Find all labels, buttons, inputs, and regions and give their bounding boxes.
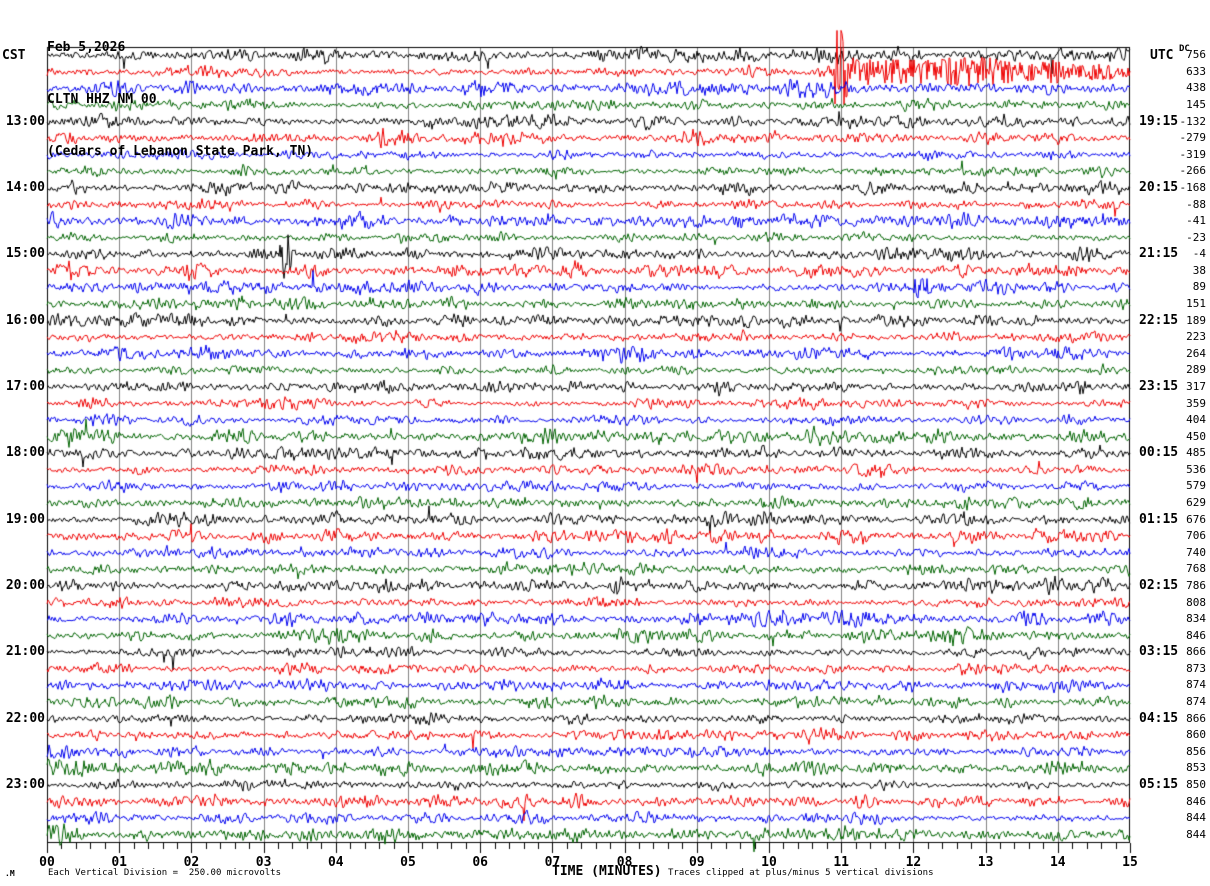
dc-offset-value: 808 [1186,595,1206,609]
left-hour-label: 16:00 [5,312,45,328]
x-tick-label: 04 [327,855,344,870]
dc-offset-value: 844 [1186,827,1206,841]
left-timezone-label: CST [2,48,26,63]
left-hour-label: 21:00 [5,644,45,660]
right-hour-label: 05:15 [1139,776,1179,792]
dc-offset-value: 317 [1186,379,1206,393]
right-hour-label: 23:15 [1139,378,1179,394]
dc-offset-value: 873 [1186,661,1206,675]
dc-offset-value: 579 [1186,479,1206,493]
dc-offset-value: -266 [1179,164,1207,178]
x-tick-label: 05 [400,855,416,870]
dc-offset-value: 834 [1186,612,1206,626]
x-tick-label: 09 [688,855,705,870]
dc-offset-value: 223 [1186,330,1206,344]
dc-offset-value: 706 [1186,529,1206,543]
left-hour-label: 14:00 [5,179,45,195]
x-tick-label: 01 [111,855,128,870]
watermark: .M [5,869,15,878]
dc-offset-value: -41 [1186,214,1206,228]
dc-offset-value: -88 [1186,197,1206,211]
x-tick-label: 02 [183,855,200,870]
header-date: Feb 5,2026 [47,40,126,55]
dc-offset-value: -23 [1186,230,1206,244]
dc-offset-value: 189 [1186,313,1206,327]
x-tick-label: 06 [472,855,489,870]
dc-offset-value: -4 [1192,247,1206,261]
right-hour-label: 00:15 [1139,445,1179,461]
right-hour-label: 22:15 [1139,312,1179,328]
dc-offset-value: 633 [1186,64,1206,78]
dc-offset-value: 536 [1186,462,1206,476]
dc-offset-value: 874 [1186,695,1206,709]
dc-offset-value: 853 [1186,761,1206,775]
dc-offset-value: 860 [1186,728,1206,742]
dc-offset-value: -319 [1179,147,1207,161]
dc-offset-value: 874 [1186,678,1206,692]
dc-offset-value: 856 [1186,744,1206,758]
x-tick-label: 14 [1049,855,1066,870]
time-axis-label: TIME (MINUTES) [552,864,662,879]
clip-note: Traces clipped at plus/minus 5 vertical … [668,868,934,878]
right-hour-label: 20:15 [1139,179,1179,195]
dc-offset-value: 145 [1186,98,1206,112]
dc-offset-value: 485 [1186,446,1206,460]
right-hour-label: 02:15 [1139,577,1179,593]
dc-offset-value: 264 [1186,346,1206,360]
right-hour-label: 19:15 [1139,113,1179,129]
right-hour-label: 04:15 [1139,710,1179,726]
x-tick-label: 03 [255,855,272,870]
dc-offset-value: 866 [1186,711,1206,725]
left-hour-label: 22:00 [5,710,45,726]
header-block: Feb 5,2026 CLTN HHZ NM 00 (Cedars of Leb… [47,3,313,178]
left-hour-label: 23:00 [5,776,45,792]
x-tick-label: 13 [977,855,994,870]
dc-offset-value: 846 [1186,628,1206,642]
dc-offset-value: 629 [1186,496,1206,510]
dc-offset-value: 786 [1186,578,1206,592]
dc-offset-value: 756 [1186,48,1206,62]
dc-offset-value: -168 [1179,180,1207,194]
left-hour-label: 15:00 [5,246,45,262]
x-tick-label: 00 [39,855,55,870]
left-hour-label: 18:00 [5,445,45,461]
left-hour-label: 13:00 [5,113,45,129]
header-location: (Cedars of Lebanon State Park, TN) [47,144,314,159]
x-tick-label: 11 [833,855,850,870]
dc-offset-value: 740 [1186,545,1206,559]
dc-offset-value: -279 [1179,131,1207,145]
dc-offset-value: 89 [1192,280,1206,294]
right-hour-label: 21:15 [1139,246,1179,262]
dc-offset-value: 850 [1186,777,1206,791]
dc-offset-value: 404 [1186,413,1206,427]
left-hour-label: 20:00 [5,577,45,593]
dc-offset-value: 38 [1192,263,1206,277]
right-hour-label: 03:15 [1139,644,1179,660]
x-tick-label: 10 [761,855,777,870]
dc-offset-value: 359 [1186,396,1206,410]
dc-offset-value: 846 [1186,794,1206,808]
dc-offset-value: 151 [1186,297,1206,311]
left-hour-label: 19:00 [5,511,45,527]
dc-offset-value: 450 [1186,429,1206,443]
dc-offset-value: 844 [1186,811,1206,825]
dc-offset-value: 438 [1186,81,1206,95]
x-tick-label: 15 [1122,855,1138,870]
dc-offset-value: -132 [1179,114,1207,128]
left-hour-label: 17:00 [5,378,45,394]
dc-header-label: DC [1179,44,1190,54]
x-tick-label: 07 [544,855,561,870]
x-tick-label: 08 [616,855,633,870]
x-tick-label: 12 [905,855,922,870]
dc-offset-value: 289 [1186,363,1206,377]
dc-offset-value: 676 [1186,512,1206,526]
right-timezone-label: UTC [1150,48,1174,63]
vertical-division-note: Each Vertical Division = 250.00 microvol… [48,868,281,878]
header-station: CLTN HHZ NM 00 [47,92,157,107]
dc-offset-value: 768 [1186,562,1206,576]
right-hour-label: 01:15 [1139,511,1179,527]
dc-offset-value: 866 [1186,645,1206,659]
